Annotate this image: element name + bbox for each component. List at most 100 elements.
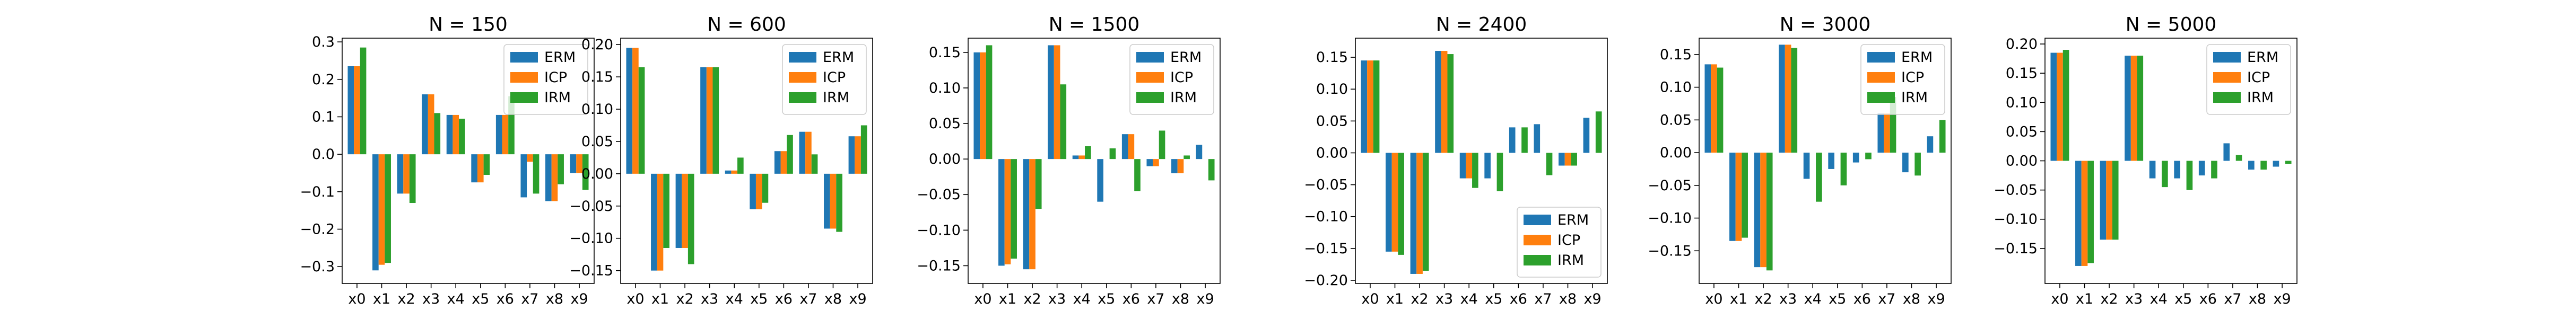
bar-icp-x6 — [780, 151, 787, 174]
legend-label-erm: ERM — [1901, 49, 1933, 66]
bar-icp-x3 — [1785, 45, 1791, 153]
x-tick-label: x0 — [1705, 291, 1722, 307]
x-tick-label: x4 — [1460, 291, 1478, 307]
bar-icp-x7 — [1153, 159, 1159, 166]
bar-icp-x3 — [1054, 45, 1060, 160]
x-tick-label: x8 — [1559, 291, 1577, 307]
bar-erm-x5 — [1097, 159, 1103, 202]
x-tick-label: x6 — [2199, 291, 2217, 307]
bar-erm-x3 — [1048, 45, 1054, 160]
y-tick-label: −0.10 — [917, 222, 961, 238]
legend-label-icp: ICP — [544, 69, 567, 86]
y-tick-label: 0.15 — [1660, 47, 1692, 63]
y-tick-label: −0.2 — [300, 221, 335, 238]
bar-icp-x4 — [1466, 153, 1473, 179]
bar-irm-x4 — [737, 157, 744, 174]
x-tick-label: x7 — [1534, 291, 1552, 307]
bar-erm-x4 — [725, 170, 732, 174]
bar-erm-x4 — [1803, 153, 1810, 179]
bar-icp-x8 — [1177, 159, 1184, 173]
x-tick-label: x4 — [1804, 291, 1822, 307]
bar-icp-x0 — [632, 48, 639, 174]
bar-icp-x9 — [855, 136, 861, 174]
chart-title: N = 150 — [429, 14, 508, 36]
x-tick-label: x0 — [2051, 291, 2068, 307]
bar-icp-x3 — [428, 94, 434, 155]
bar-erm-x7 — [1877, 113, 1884, 153]
legend-label-erm: ERM — [1557, 212, 1589, 228]
legend-label-irm: IRM — [544, 90, 571, 106]
bar-irm-x8 — [1571, 153, 1577, 166]
legend-label-irm: IRM — [1901, 90, 1928, 106]
y-tick-label: −0.05 — [1304, 177, 1348, 193]
x-tick-label: x3 — [2125, 291, 2143, 307]
x-tick-label: x1 — [1730, 291, 1747, 307]
bar-erm-x9 — [2273, 161, 2279, 167]
bar-irm-x7 — [533, 154, 539, 194]
bar-icp-x0 — [980, 52, 986, 160]
x-tick-label: x4 — [726, 291, 743, 307]
bar-irm-x8 — [2260, 161, 2267, 170]
chart-panel-2: N = 1500 −0.15 −0.10 −0.05 0.00 0.05 0.10 0.15 x… — [917, 14, 1221, 307]
bar-icp-x5 — [755, 173, 762, 209]
legend-swatch-icp — [510, 72, 538, 83]
bar-irm-x5 — [483, 154, 490, 175]
x-tick-label: x9 — [1196, 291, 1214, 307]
bar-irm-x5 — [1109, 148, 1116, 160]
bar-irm-x2 — [687, 173, 694, 264]
bar-erm-x9 — [570, 154, 577, 173]
legend-swatch-icp — [2213, 72, 2241, 83]
bar-irm-x2 — [2112, 161, 2119, 240]
bar-erm-x2 — [397, 154, 404, 194]
x-tick-label: x4 — [447, 291, 465, 307]
bar-erm-x2 — [1410, 153, 1417, 274]
bar-irm-x6 — [1865, 153, 1872, 160]
legend-swatch-erm — [1136, 52, 1164, 63]
bar-erm-x0 — [2050, 52, 2057, 161]
bar-erm-x3 — [422, 94, 428, 155]
x-tick-label: x7 — [799, 291, 817, 307]
bar-irm-x6 — [508, 96, 515, 155]
bar-irm-x2 — [1422, 153, 1429, 271]
bar-icp-x1 — [2081, 161, 2088, 266]
bar-icp-x1 — [1004, 159, 1011, 264]
chart-panel-3: N = 2400 −0.20 −0.15 −0.10 −0.05 0.00 0.05 0.10… — [1304, 14, 1608, 307]
y-tick-label: 0.10 — [1316, 81, 1348, 98]
axes-frame — [1699, 38, 1952, 284]
bar-icp-x9 — [576, 154, 582, 173]
legend-swatch-irm — [789, 92, 816, 103]
bar-irm-x0 — [360, 47, 367, 155]
bar-irm-x6 — [1521, 127, 1528, 153]
bar-icp-x4 — [1078, 155, 1085, 160]
legend-label-icp: ICP — [2247, 69, 2270, 86]
x-tick-label: x2 — [397, 291, 415, 307]
legend-label-erm: ERM — [2247, 49, 2278, 66]
legend: ERM ICP IRM — [1517, 207, 1602, 278]
x-tick-label: x6 — [1510, 291, 1527, 307]
bar-erm-x7 — [2223, 143, 2230, 161]
legend-label-icp: ICP — [823, 69, 846, 86]
bar-erm-x9 — [1927, 136, 1934, 153]
legend-swatch-erm — [1867, 52, 1895, 63]
x-tick-label: x7 — [521, 291, 538, 307]
bar-irm-x9 — [860, 125, 867, 174]
bar-icp-x8 — [1564, 153, 1571, 166]
x-tick-label: x8 — [1172, 291, 1189, 307]
legend-label-erm: ERM — [823, 49, 854, 66]
bar-icp-x2 — [682, 173, 688, 248]
bar-icp-x8 — [551, 154, 558, 201]
y-tick-label: 0.0 — [312, 146, 335, 163]
y-tick-label: 0.00 — [1660, 145, 1692, 161]
bar-erm-x5 — [2174, 161, 2180, 179]
y-tick-label: −0.10 — [1994, 211, 2038, 228]
y-tick-label: 0.10 — [929, 80, 961, 96]
bar-icp-x6 — [1128, 134, 1135, 160]
legend-swatch-icp — [1524, 235, 1551, 245]
y-tick-label: 0.05 — [1660, 112, 1692, 128]
x-tick-label: x1 — [373, 291, 390, 307]
bar-erm-x0 — [973, 52, 980, 160]
legend-swatch-erm — [789, 52, 816, 63]
legend-label-irm: IRM — [2247, 90, 2274, 106]
bar-erm-x8 — [1171, 159, 1178, 173]
y-tick-label: −0.20 — [1304, 272, 1348, 289]
